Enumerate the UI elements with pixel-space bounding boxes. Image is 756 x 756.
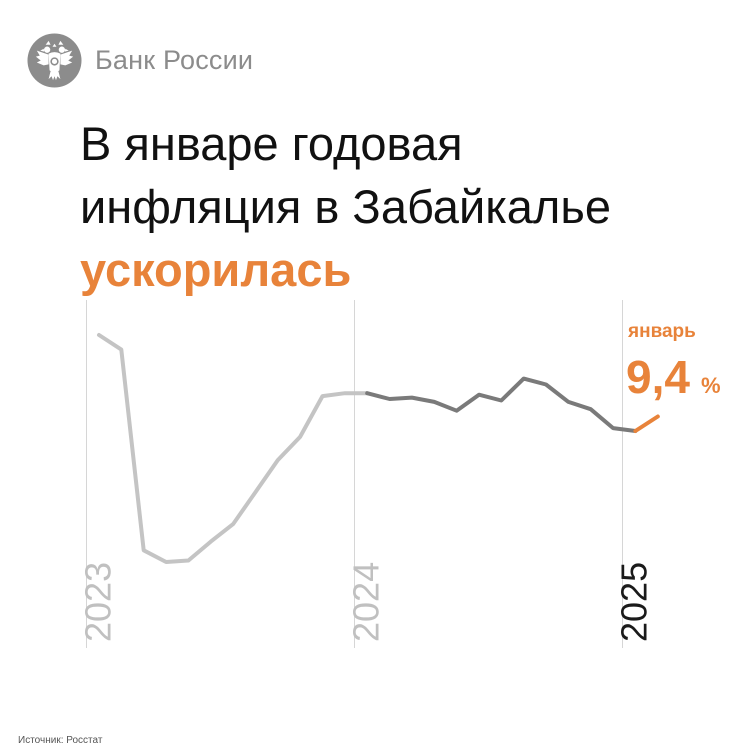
double-headed-eagle-icon: [27, 33, 82, 88]
annotation-label: январь: [627, 321, 696, 342]
brand-name: Банк России: [95, 45, 254, 75]
series-line-2025: [633, 414, 660, 433]
year-label-2024: 2024: [346, 562, 387, 642]
year-label-2025: 2025: [614, 562, 655, 642]
headline-line-1: В январе годовая: [80, 117, 463, 170]
series-line-2024: [365, 376, 638, 433]
headline: В январе годовая инфляция в Забайкалье у…: [80, 112, 611, 301]
annotation-value: 9,4: [626, 351, 690, 403]
series-line-2023: [97, 333, 370, 564]
headline-accent: ускорилась: [80, 243, 352, 296]
brand-logo: Банк России: [27, 33, 253, 88]
headline-line-2: инфляция в Забайкалье: [80, 180, 611, 233]
annotation-unit: %: [701, 373, 721, 398]
year-label-2023: 2023: [78, 562, 119, 642]
source-note: Источник: Росстат: [18, 735, 103, 746]
